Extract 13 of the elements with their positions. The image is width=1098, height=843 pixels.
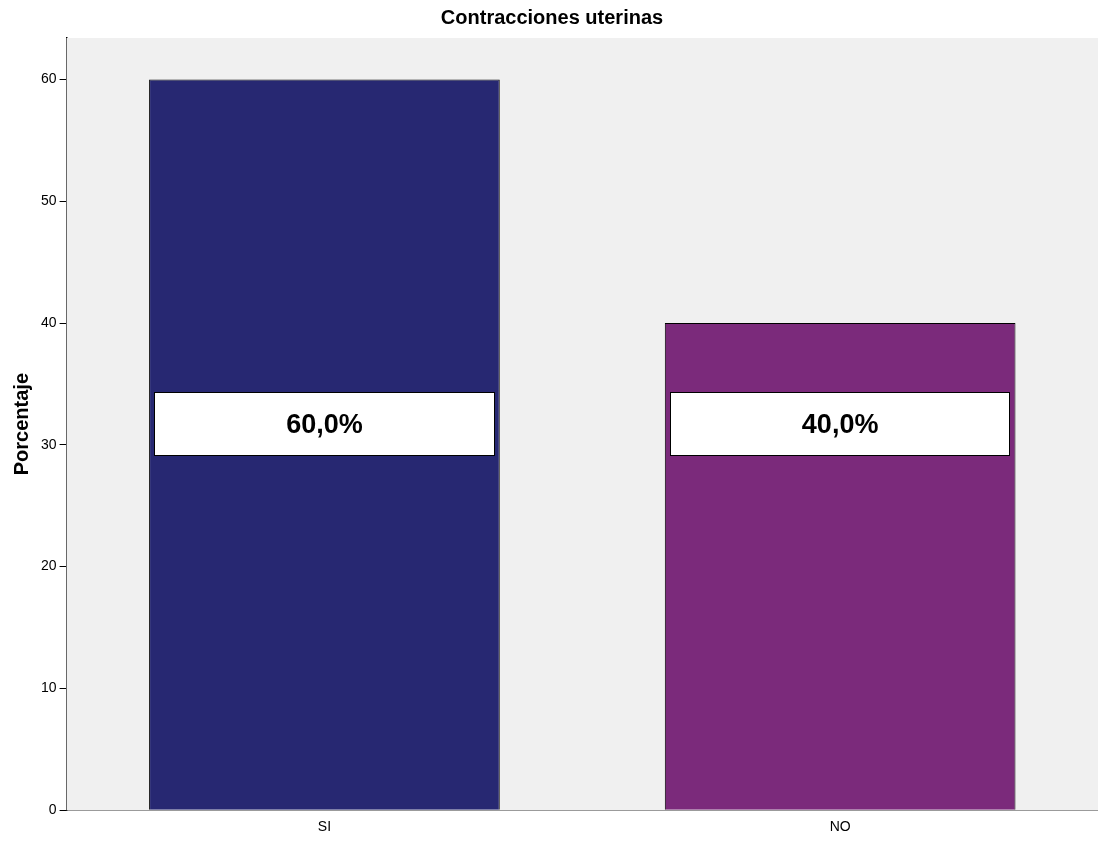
y-tick-label: 50 <box>40 192 57 209</box>
label-box: 60,0% <box>154 392 495 457</box>
y-tick-label: 60 <box>40 70 57 87</box>
x-tick-label: SI <box>317 818 332 835</box>
x-tick-label: NO <box>829 818 851 835</box>
y-tick-label: 10 <box>40 679 57 696</box>
y-axis-title: Porcentaje <box>9 372 32 476</box>
label-box: 40,0% <box>670 392 1011 457</box>
y-tick-label: 40 <box>40 313 57 330</box>
chart-title: Contracciones uterinas <box>440 5 664 28</box>
y-tick-label: 0 <box>48 801 57 818</box>
y-tick-label: 30 <box>40 435 57 452</box>
y-tick-label: 20 <box>40 557 57 574</box>
